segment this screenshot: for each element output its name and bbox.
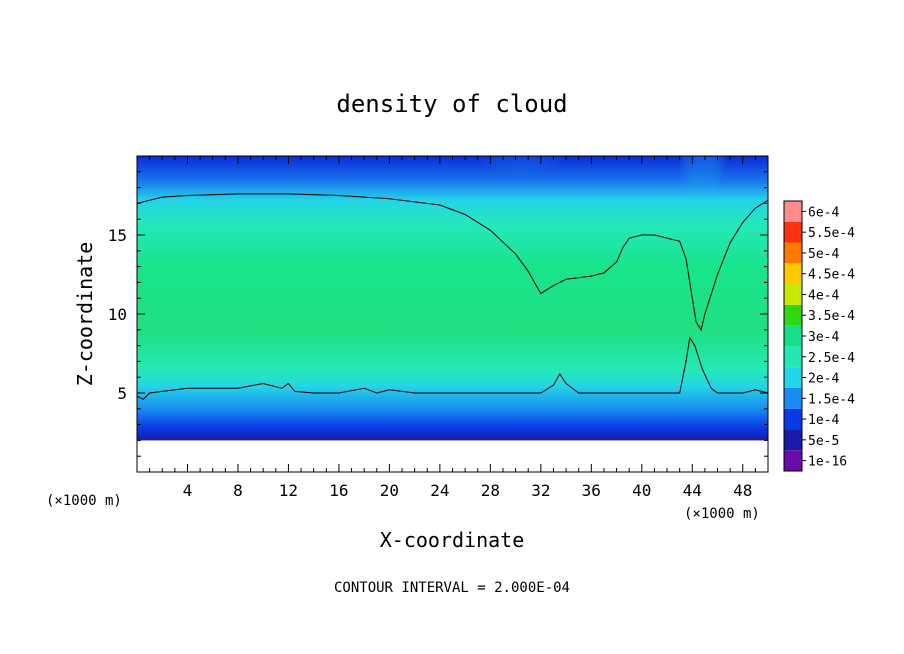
colorbar-swatch (784, 408, 802, 430)
colorbar-swatch (784, 201, 802, 222)
x-tick-label: 28 (481, 481, 500, 500)
colorbar-label: 4.5e-4 (808, 268, 855, 283)
colorbar-label: 5e-4 (808, 247, 839, 262)
y-axis-label: Z-coordinate (73, 242, 97, 387)
contour-interval-note: CONTOUR INTERVAL = 2.000E-04 (334, 580, 570, 596)
colorbar-swatch (784, 450, 802, 471)
colorbar-label: 2e-4 (808, 372, 839, 387)
colorbar-swatch (784, 387, 802, 409)
y-axis-unit: (×1000 m) (46, 493, 122, 509)
y-tick-label: 5 (117, 384, 127, 403)
no-data-region (137, 440, 768, 472)
low-density-gap (446, 156, 598, 258)
x-axis-unit: (×1000 m) (684, 506, 760, 522)
colorbar-label: 2.5e-4 (808, 351, 855, 366)
colorbar-swatch (784, 325, 802, 347)
x-tick-label: 20 (380, 481, 399, 500)
x-tick-label: 4 (183, 481, 193, 500)
colorbar-swatch (784, 346, 802, 368)
low-density-gap (677, 156, 728, 283)
x-tick-label: 40 (632, 481, 651, 500)
x-tick-label: 12 (279, 481, 298, 500)
plot-field (137, 156, 768, 472)
colorbar-label: 1e-4 (808, 413, 839, 428)
colorbar-swatch (784, 221, 802, 243)
colorbar-swatch (784, 429, 802, 451)
x-axis-label: X-coordinate (380, 528, 525, 552)
colorbar-label: 5.5e-4 (808, 226, 855, 241)
x-tick-label: 24 (430, 481, 449, 500)
x-tick-label: 36 (582, 481, 601, 500)
y-tick-label: 15 (108, 226, 127, 245)
colorbar-label: 1.5e-4 (808, 392, 855, 407)
colorbar-label: 3e-4 (808, 330, 839, 345)
density-field (137, 156, 768, 472)
contour-line-bottom (137, 336, 768, 400)
colorbar-label: 4e-4 (808, 288, 839, 303)
colorbar-label: 3.5e-4 (808, 309, 855, 324)
y-tick-label: 10 (108, 305, 127, 324)
chart-title: density of cloud (336, 90, 567, 118)
colorbar-swatch (784, 263, 802, 285)
colorbar-swatch (784, 304, 802, 326)
colorbar-swatch (784, 367, 802, 388)
colorbar-swatch (784, 242, 802, 264)
x-tick-label: 48 (733, 481, 752, 500)
colorbar-swatch (784, 284, 802, 305)
colorbar-label: 5e-5 (808, 434, 839, 449)
x-tick-label: 32 (531, 481, 550, 500)
colorbar-label: 1e-16 (808, 455, 847, 470)
colorbar-label: 6e-4 (808, 205, 839, 220)
x-tick-label: 44 (683, 481, 702, 500)
x-tick-label: 8 (233, 481, 243, 500)
x-tick-label: 16 (329, 481, 348, 500)
contour-line-top (137, 193, 768, 332)
